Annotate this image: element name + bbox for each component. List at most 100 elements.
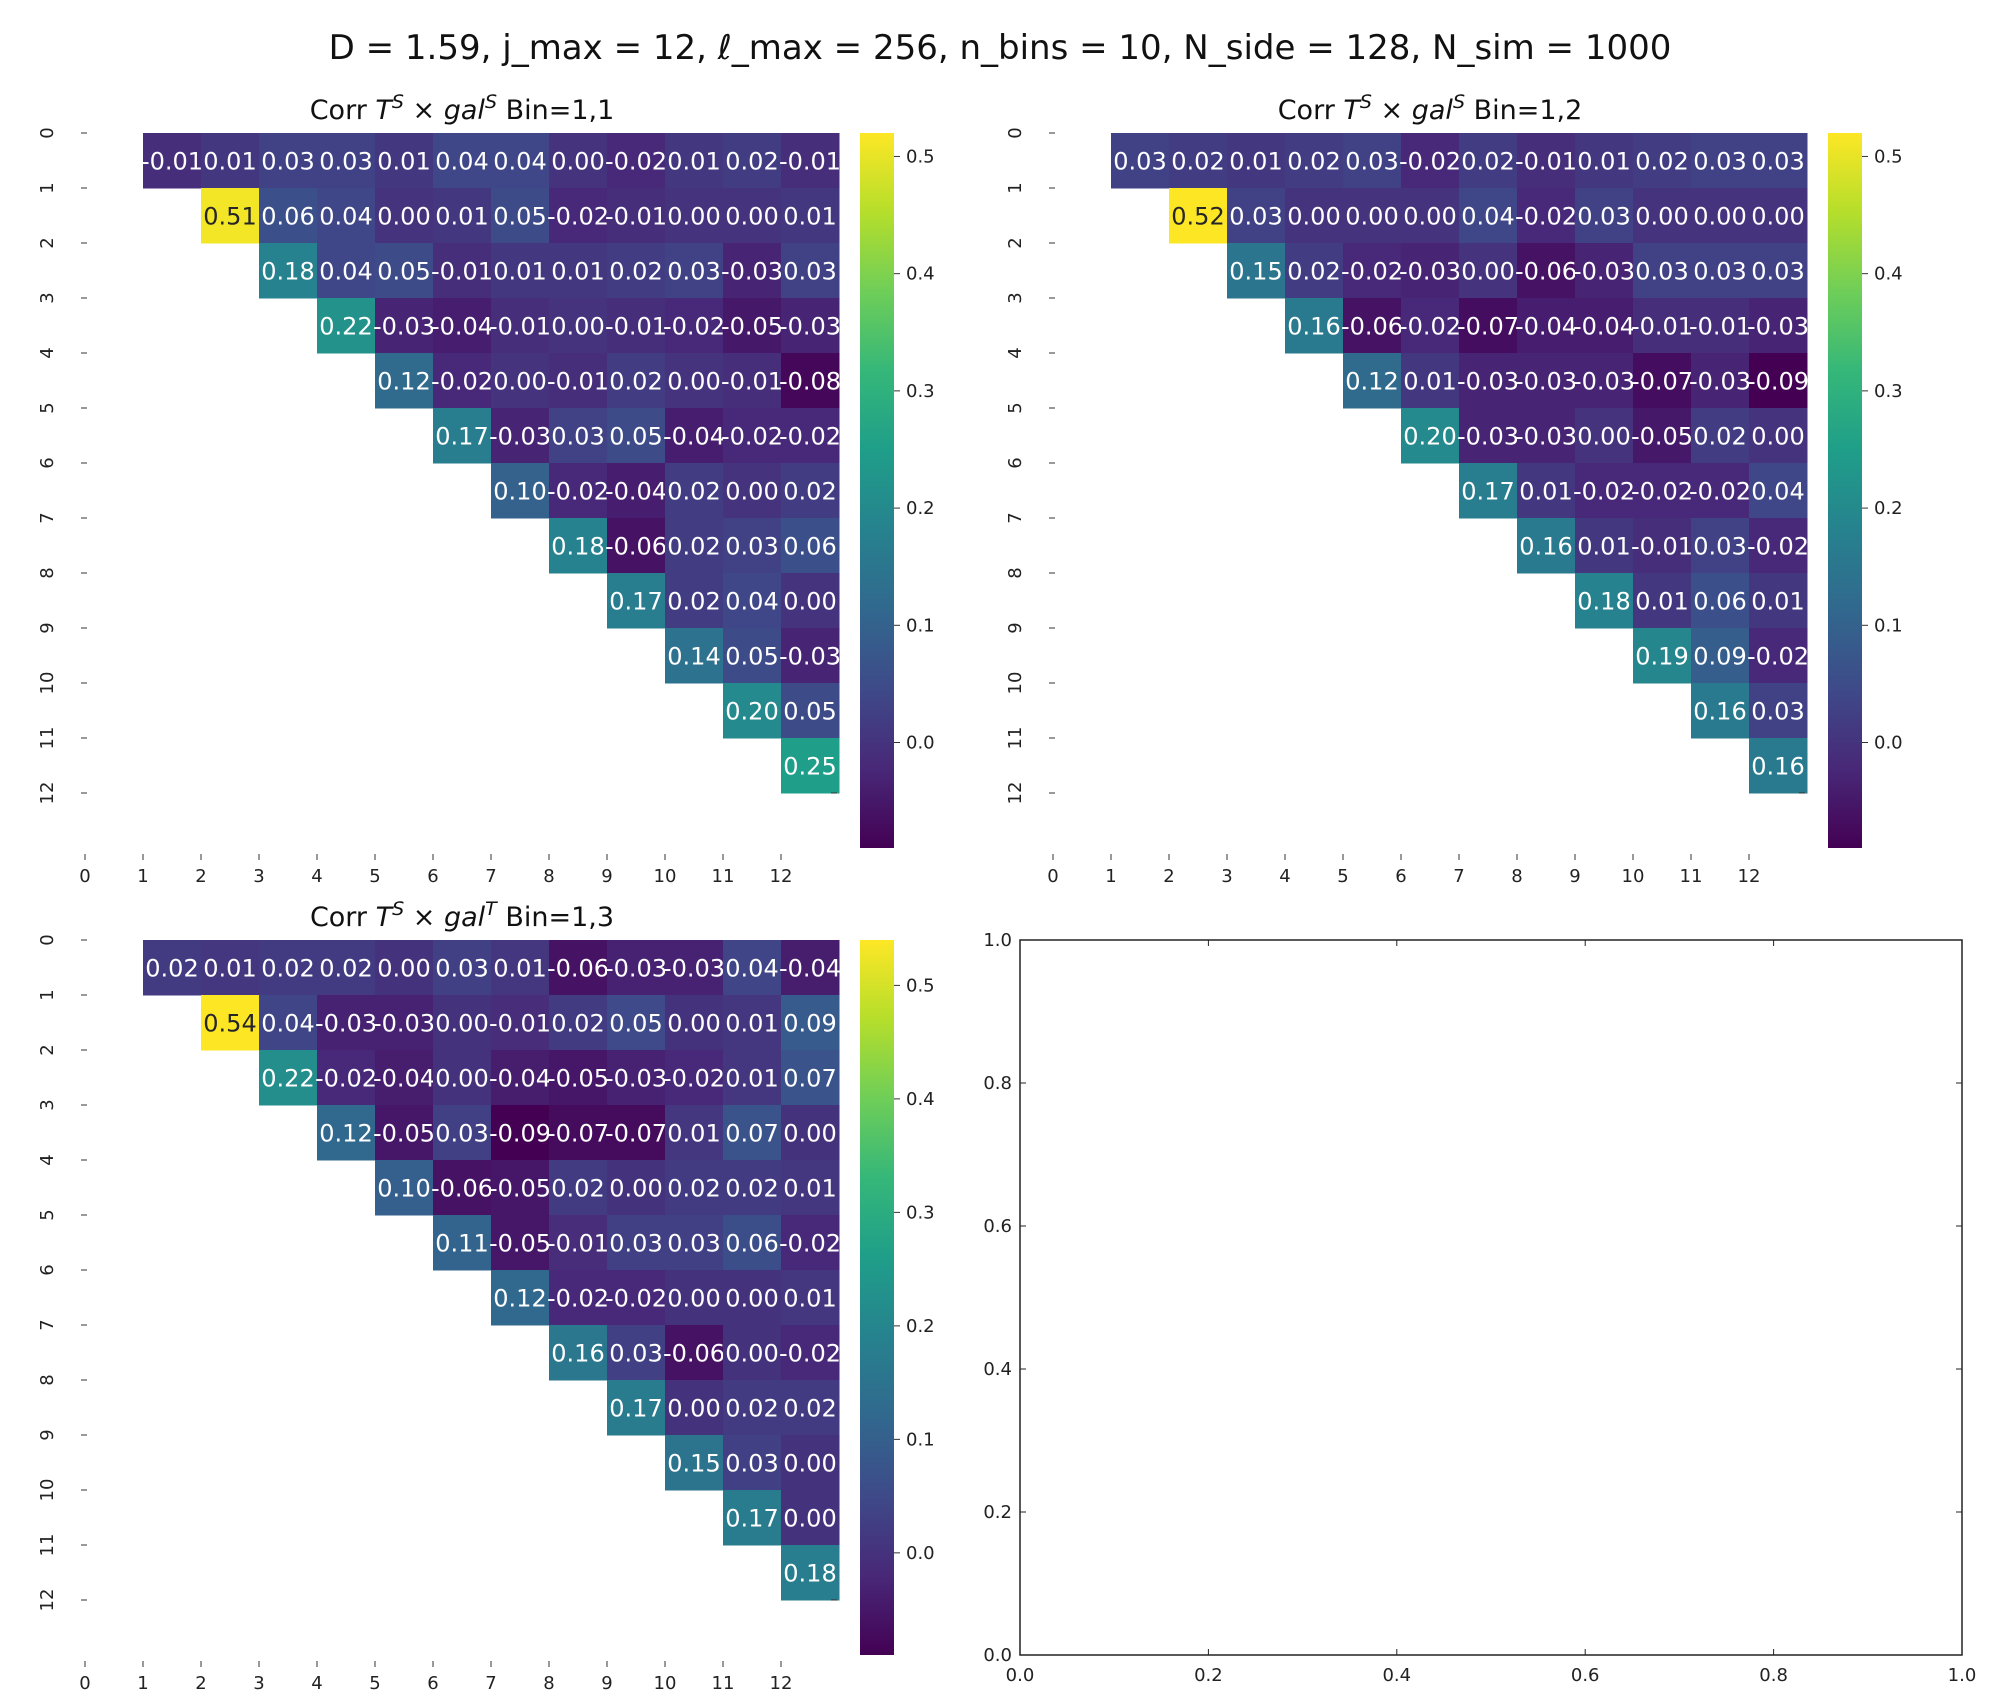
heatmap-cell — [781, 628, 840, 684]
x-tick-label: 5 — [369, 1673, 380, 1694]
heatmap-cell — [491, 940, 550, 996]
x-tick-label: 12 — [770, 866, 793, 887]
cell-label: 0.01 — [667, 148, 720, 176]
cell-label: -0.02 — [1573, 478, 1635, 506]
heatmap-cell — [201, 133, 260, 189]
heatmap-cell — [781, 133, 840, 189]
heatmap-cell — [491, 1050, 550, 1106]
heatmap-cell — [607, 1160, 666, 1216]
heatmap-cell — [375, 1105, 434, 1161]
heatmap-cell — [201, 940, 260, 996]
heatmap-cell — [491, 995, 550, 1051]
heatmap-cell — [1401, 188, 1460, 244]
x-tick-label: 4 — [311, 1673, 322, 1694]
y-tick-label: 12 — [1005, 782, 1026, 805]
x-tick-label: 6 — [427, 866, 438, 887]
cell-label: 0.17 — [609, 1395, 662, 1423]
heatmap-cell — [1691, 243, 1750, 299]
cell-label: 0.03 — [1751, 148, 1804, 176]
heatmap-cell — [549, 1325, 608, 1381]
cell-label: -0.03 — [779, 643, 841, 671]
heatmap-cell — [433, 1160, 492, 1216]
heatmap-cell — [665, 353, 724, 409]
cell-label: 0.22 — [319, 313, 372, 341]
heatmap-cell — [665, 1105, 724, 1161]
heatmap-cell — [1227, 243, 1286, 299]
cell-label: -0.05 — [1631, 423, 1693, 451]
y-tick-label: 2 — [37, 237, 58, 248]
cell-label: 0.03 — [435, 1120, 488, 1148]
heatmap-cell — [723, 463, 782, 519]
cell-label: 0.02 — [1693, 423, 1746, 451]
cell-label: 0.00 — [1635, 203, 1688, 231]
y-tick-label: 0 — [37, 127, 58, 138]
x-tick-label: 2 — [1163, 866, 1174, 887]
cell-label: 0.05 — [725, 643, 778, 671]
cell-label: 0.17 — [725, 1505, 778, 1533]
cell-label: 0.02 — [1635, 148, 1688, 176]
heatmap-cell — [665, 188, 724, 244]
heatmap-cell — [433, 243, 492, 299]
heatmap-cell — [607, 243, 666, 299]
cell-label: 0.04 — [261, 1010, 314, 1038]
heatmap-cell — [491, 243, 550, 299]
cell-label: 0.00 — [1693, 203, 1746, 231]
y-tick-label: 4 — [37, 347, 58, 358]
cell-label: 0.03 — [609, 1340, 662, 1368]
y-tick-label: 0.6 — [983, 1216, 1012, 1237]
cell-label: 0.00 — [667, 368, 720, 396]
colorbar-tick-label: 0.3 — [906, 1202, 935, 1223]
heatmap-cell — [781, 738, 840, 794]
heatmap-cell — [549, 1050, 608, 1106]
cell-label: 0.01 — [1635, 588, 1688, 616]
cell-label: 0.01 — [493, 955, 546, 983]
cell-label: -0.01 — [1631, 313, 1693, 341]
cell-label: 0.07 — [783, 1065, 836, 1093]
heatmap-cell — [317, 940, 376, 996]
cell-label: 0.00 — [1577, 423, 1630, 451]
cell-label: 0.01 — [783, 1175, 836, 1203]
cell-label: 0.02 — [725, 1395, 778, 1423]
heatmap-cell — [1459, 133, 1518, 189]
heatmap-cell — [1633, 628, 1692, 684]
cell-label: 0.54 — [203, 1010, 256, 1038]
cell-label: 0.02 — [551, 1175, 604, 1203]
heatmap-cell — [1227, 133, 1286, 189]
x-tick-label: 11 — [712, 1673, 735, 1694]
heatmap-cell — [665, 1325, 724, 1381]
cell-label: 0.16 — [1751, 753, 1804, 781]
cell-label: -0.03 — [1515, 423, 1577, 451]
x-tick-label: 0.0 — [1006, 1665, 1035, 1686]
cell-label: -0.01 — [605, 313, 667, 341]
cell-label: -0.06 — [663, 1340, 725, 1368]
heatmap-cell — [549, 408, 608, 464]
cell-label: -0.03 — [1515, 368, 1577, 396]
cell-label: 0.00 — [783, 588, 836, 616]
heatmap-cell — [1691, 628, 1750, 684]
y-tick-label: 10 — [37, 672, 58, 695]
heatmap-cell — [317, 298, 376, 354]
heatmap-cell — [1691, 518, 1750, 574]
cell-label: -0.02 — [605, 148, 667, 176]
heatmap-cell — [491, 1160, 550, 1216]
cell-label: 0.03 — [667, 1230, 720, 1258]
colorbar-tick-label: 0.1 — [906, 615, 935, 636]
cell-label: 0.00 — [783, 1450, 836, 1478]
heatmap-cell — [1633, 188, 1692, 244]
heatmap-cell — [665, 133, 724, 189]
cell-label: 0.03 — [725, 1450, 778, 1478]
suptitle-text: D = 1.59, j_max = 12, ℓ_max = 256, n_bin… — [328, 28, 1672, 68]
cell-label: -0.04 — [663, 423, 725, 451]
cell-label: 0.00 — [725, 1340, 778, 1368]
x-tick-label: 4 — [311, 866, 322, 887]
colorbar — [860, 940, 894, 1655]
y-tick-label: 7 — [37, 512, 58, 523]
heatmap-cell — [433, 133, 492, 189]
cell-label: 0.00 — [725, 1285, 778, 1313]
colorbar-tick-label: 0.5 — [906, 975, 935, 996]
cell-label: 0.00 — [435, 1065, 488, 1093]
cell-label: -0.09 — [1747, 368, 1809, 396]
heatmap-cell — [607, 463, 666, 519]
cell-label: 0.02 — [667, 533, 720, 561]
heatmap-cell — [1749, 518, 1808, 574]
